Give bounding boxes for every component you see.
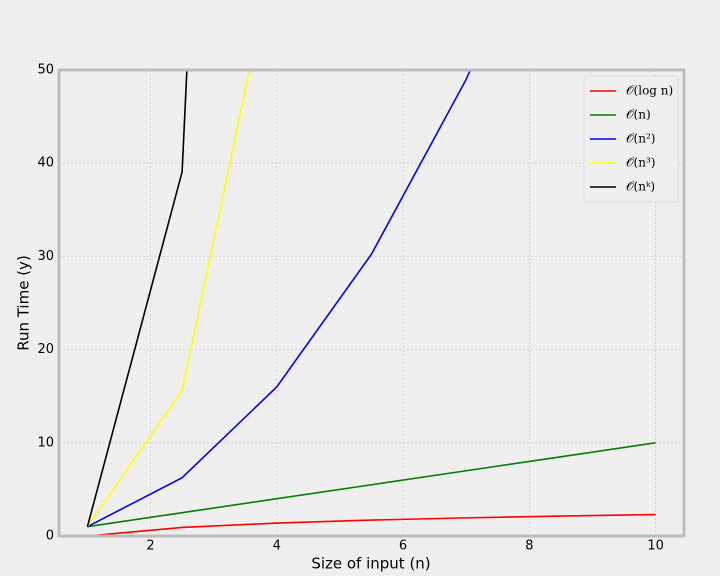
y-tick-label: 10: [37, 435, 54, 450]
legend: 𝒪(log n) 𝒪(n) 𝒪(n²) 𝒪(n³) 𝒪(nᵏ): [583, 75, 679, 203]
y-tick-label: 20: [37, 342, 54, 357]
x-tick-label: 4: [273, 539, 281, 554]
y-tick-label: 50: [37, 63, 54, 78]
grid: [59, 69, 684, 537]
x-tick-label: 6: [399, 539, 407, 554]
series-line: [86, 70, 251, 528]
legend-box: [583, 75, 679, 203]
x-axis-label: Size of input (n): [311, 555, 430, 573]
series-line: [87, 442, 656, 528]
y-tick-label: 40: [37, 156, 54, 171]
x-tick-label: 10: [647, 539, 664, 554]
legend-label: 𝒪(log n): [626, 84, 673, 98]
x-tick-label: 2: [146, 539, 154, 554]
lines: [86, 70, 656, 536]
y-tick-label: 0: [46, 529, 54, 544]
series-line: [87, 513, 656, 536]
plot-frame: [57, 68, 686, 538]
y-tick-label: 30: [37, 249, 54, 264]
y-axis-label: Run Time (y): [15, 255, 33, 351]
x-tick-label: 8: [525, 539, 533, 554]
legend-label: 𝒪(n): [626, 108, 651, 122]
legend-label: 𝒪(n³): [626, 156, 655, 170]
legend-label: 𝒪(n²): [626, 132, 655, 146]
series-line: [87, 70, 472, 528]
series-line: [86, 70, 188, 527]
legend-label: 𝒪(nᵏ): [626, 180, 655, 194]
